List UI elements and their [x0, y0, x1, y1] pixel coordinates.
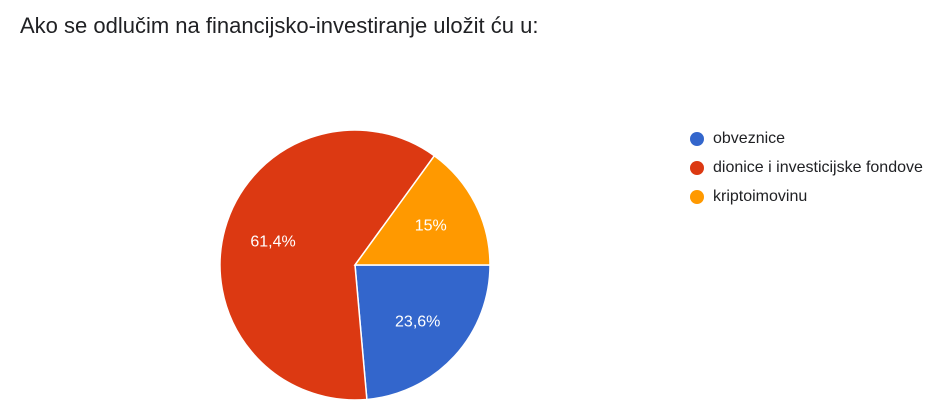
slice-label: 23,6% — [395, 314, 440, 331]
pie-slice — [219, 129, 436, 401]
chart-title: Ako se odlučim na financijsko-investiran… — [20, 13, 538, 38]
slice-label: 61,4% — [250, 234, 295, 251]
legend-marker — [690, 132, 704, 146]
slice-label: 15% — [415, 218, 447, 235]
legend-label: obveznice — [713, 130, 785, 147]
legend-label: dionice i investicijske fondove — [713, 159, 923, 176]
legend-marker — [690, 190, 704, 204]
legend-marker — [690, 161, 704, 175]
pie-slice — [354, 264, 491, 401]
legend-label: kriptoimovinu — [713, 188, 807, 205]
pie-slice — [353, 154, 491, 266]
